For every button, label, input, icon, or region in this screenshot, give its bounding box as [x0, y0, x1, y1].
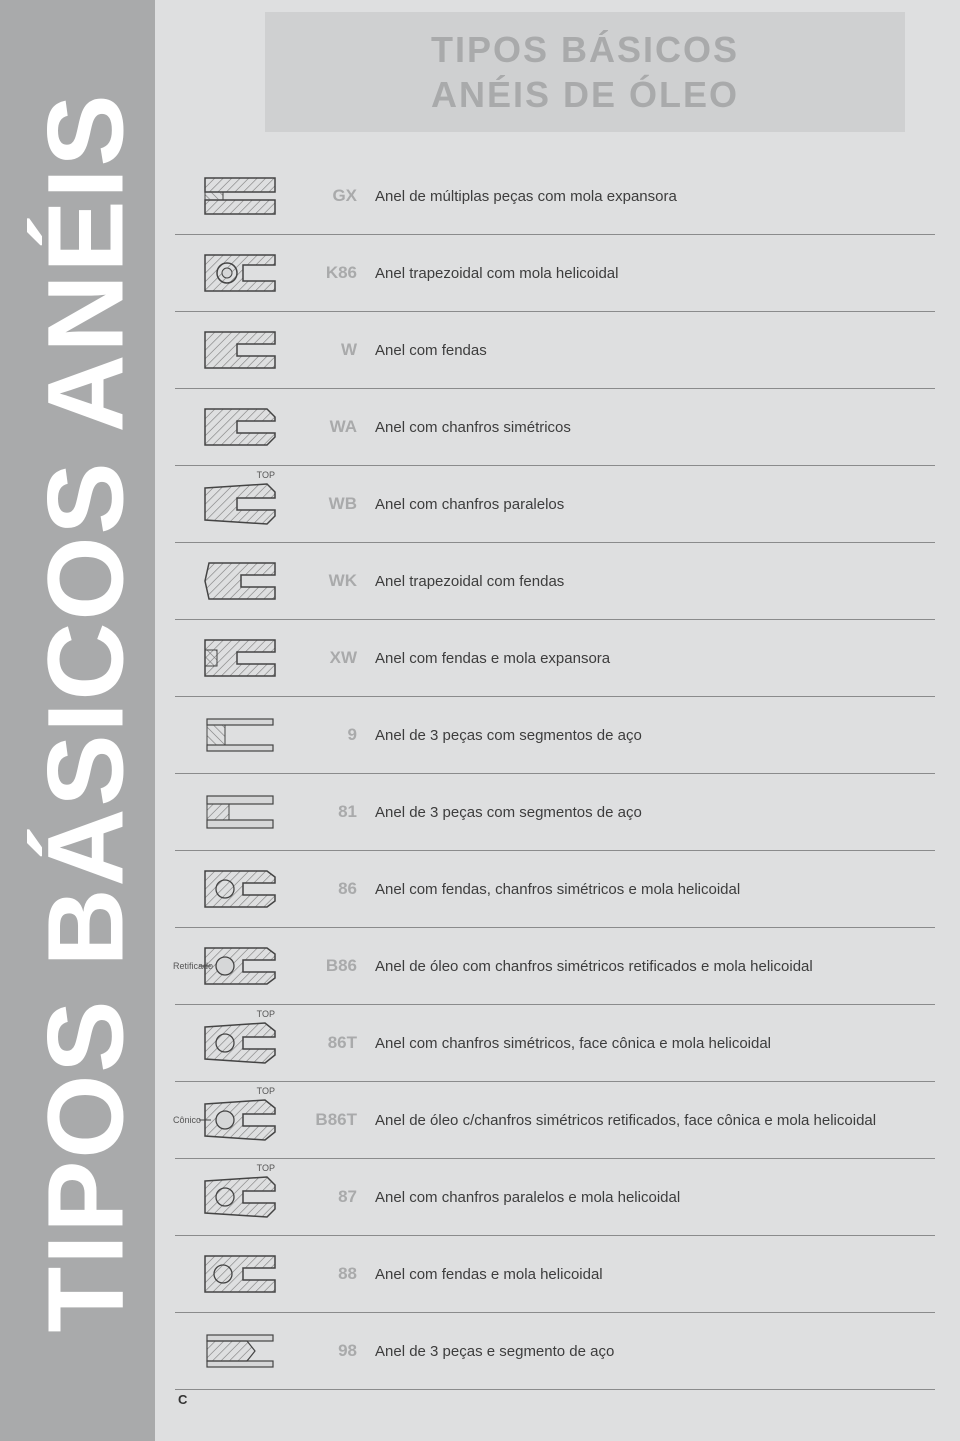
- ring-type-description: Anel com chanfros paralelos: [375, 496, 935, 513]
- ring-type-description: Anel de 3 peças com segmentos de aço: [375, 727, 935, 744]
- ring-type-code: 88: [305, 1264, 375, 1284]
- header-box: TIPOS BÁSICOS ANÉIS DE ÓLEO: [265, 12, 905, 132]
- ring-cross-section-icon: [175, 620, 305, 696]
- ring-cross-section-icon: [175, 389, 305, 465]
- ring-type-row: K86Anel trapezoidal com mola helicoidal: [175, 235, 935, 312]
- ring-cross-section-icon: [175, 851, 305, 927]
- ring-type-description: Anel com fendas e mola helicoidal: [375, 1266, 935, 1283]
- ring-type-code: 9: [305, 725, 375, 745]
- ring-cross-section-icon: [175, 1313, 305, 1389]
- ring-type-description: Anel trapezoidal com fendas: [375, 573, 935, 590]
- ring-type-row: WAnel com fendas: [175, 312, 935, 389]
- ring-cross-section-icon: TOP Cônico: [175, 1082, 305, 1158]
- ring-type-description: Anel de óleo com chanfros simétricos ret…: [375, 958, 935, 975]
- sidebar: TIPOS BÁSICOS ANÉIS: [0, 0, 155, 1441]
- ring-type-description: Anel com chanfros simétricos: [375, 419, 935, 436]
- ring-cross-section-icon: [175, 312, 305, 388]
- sidebar-title: TIPOS BÁSICOS ANÉIS: [23, 38, 148, 1388]
- ring-type-description: Anel com fendas: [375, 342, 935, 359]
- ring-type-description: Anel de múltiplas peças com mola expanso…: [375, 188, 935, 205]
- ring-type-row: XWAnel com fendas e mola expansora: [175, 620, 935, 697]
- ring-type-description: Anel com chanfros paralelos e mola helic…: [375, 1189, 935, 1206]
- ring-type-code: WA: [305, 417, 375, 437]
- ring-cross-section-icon: [175, 1236, 305, 1312]
- ring-type-code: W: [305, 340, 375, 360]
- ring-type-code: WK: [305, 571, 375, 591]
- footer-marker: C: [178, 1392, 187, 1407]
- ring-type-description: Anel com fendas, chanfros simétricos e m…: [375, 881, 935, 898]
- ring-cross-section-icon: [175, 697, 305, 773]
- top-indicator-label: TOP: [257, 1086, 275, 1096]
- ring-type-row: 86Anel com fendas, chanfros simétricos e…: [175, 851, 935, 928]
- ring-cross-section-icon: [175, 235, 305, 311]
- top-indicator-label: TOP: [257, 470, 275, 480]
- ring-type-code: XW: [305, 648, 375, 668]
- ring-type-row: TOP WBAnel com chanfros paralelos: [175, 466, 935, 543]
- ring-type-code: GX: [305, 186, 375, 206]
- icon-annotation-label: Retificado: [173, 961, 213, 971]
- top-indicator-label: TOP: [257, 1163, 275, 1173]
- ring-type-row: 98Anel de 3 peças e segmento de aço: [175, 1313, 935, 1390]
- ring-cross-section-icon: TOP: [175, 1159, 305, 1235]
- ring-cross-section-icon: TOP: [175, 466, 305, 542]
- ring-cross-section-icon: Retificado: [175, 928, 305, 1004]
- icon-annotation-label: Cônico: [173, 1115, 201, 1125]
- ring-type-row: TOP 87Anel com chanfros paralelos e mola …: [175, 1159, 935, 1236]
- ring-type-list: GXAnel de múltiplas peças com mola expan…: [175, 158, 935, 1390]
- ring-type-code: K86: [305, 263, 375, 283]
- ring-type-code: 86: [305, 879, 375, 899]
- ring-type-code: B86T: [305, 1110, 375, 1130]
- ring-type-code: WB: [305, 494, 375, 514]
- ring-type-row: GXAnel de múltiplas peças com mola expan…: [175, 158, 935, 235]
- ring-type-row: Retificado B86Anel de óleo com chanfros s…: [175, 928, 935, 1005]
- ring-type-code: 87: [305, 1187, 375, 1207]
- ring-type-description: Anel de óleo c/chanfros simétricos retif…: [375, 1112, 935, 1129]
- ring-cross-section-icon: [175, 158, 305, 234]
- ring-type-description: Anel com chanfros simétricos, face cônic…: [375, 1035, 935, 1052]
- ring-type-row: TOP Cônico B86TAnel de óleo c/chanfros sim…: [175, 1082, 935, 1159]
- header-line-2: ANÉIS DE ÓLEO: [431, 72, 739, 117]
- ring-type-code: B86: [305, 956, 375, 976]
- ring-cross-section-icon: [175, 543, 305, 619]
- ring-type-row: TOP 86TAnel com chanfros simétricos, face…: [175, 1005, 935, 1082]
- ring-type-description: Anel trapezoidal com mola helicoidal: [375, 265, 935, 282]
- ring-type-code: 98: [305, 1341, 375, 1361]
- ring-type-description: Anel com fendas e mola expansora: [375, 650, 935, 667]
- ring-type-description: Anel de 3 peças e segmento de aço: [375, 1343, 935, 1360]
- ring-cross-section-icon: TOP: [175, 1005, 305, 1081]
- ring-type-row: WKAnel trapezoidal com fendas: [175, 543, 935, 620]
- top-indicator-label: TOP: [257, 1009, 275, 1019]
- header-line-1: TIPOS BÁSICOS: [431, 27, 739, 72]
- ring-type-code: 86T: [305, 1033, 375, 1053]
- ring-type-description: Anel de 3 peças com segmentos de aço: [375, 804, 935, 821]
- ring-type-row: 88Anel com fendas e mola helicoidal: [175, 1236, 935, 1313]
- ring-type-row: WAAnel com chanfros simétricos: [175, 389, 935, 466]
- ring-type-row: 9Anel de 3 peças com segmentos de aço: [175, 697, 935, 774]
- ring-cross-section-icon: [175, 774, 305, 850]
- ring-type-row: 81Anel de 3 peças com segmentos de aço: [175, 774, 935, 851]
- ring-type-code: 81: [305, 802, 375, 822]
